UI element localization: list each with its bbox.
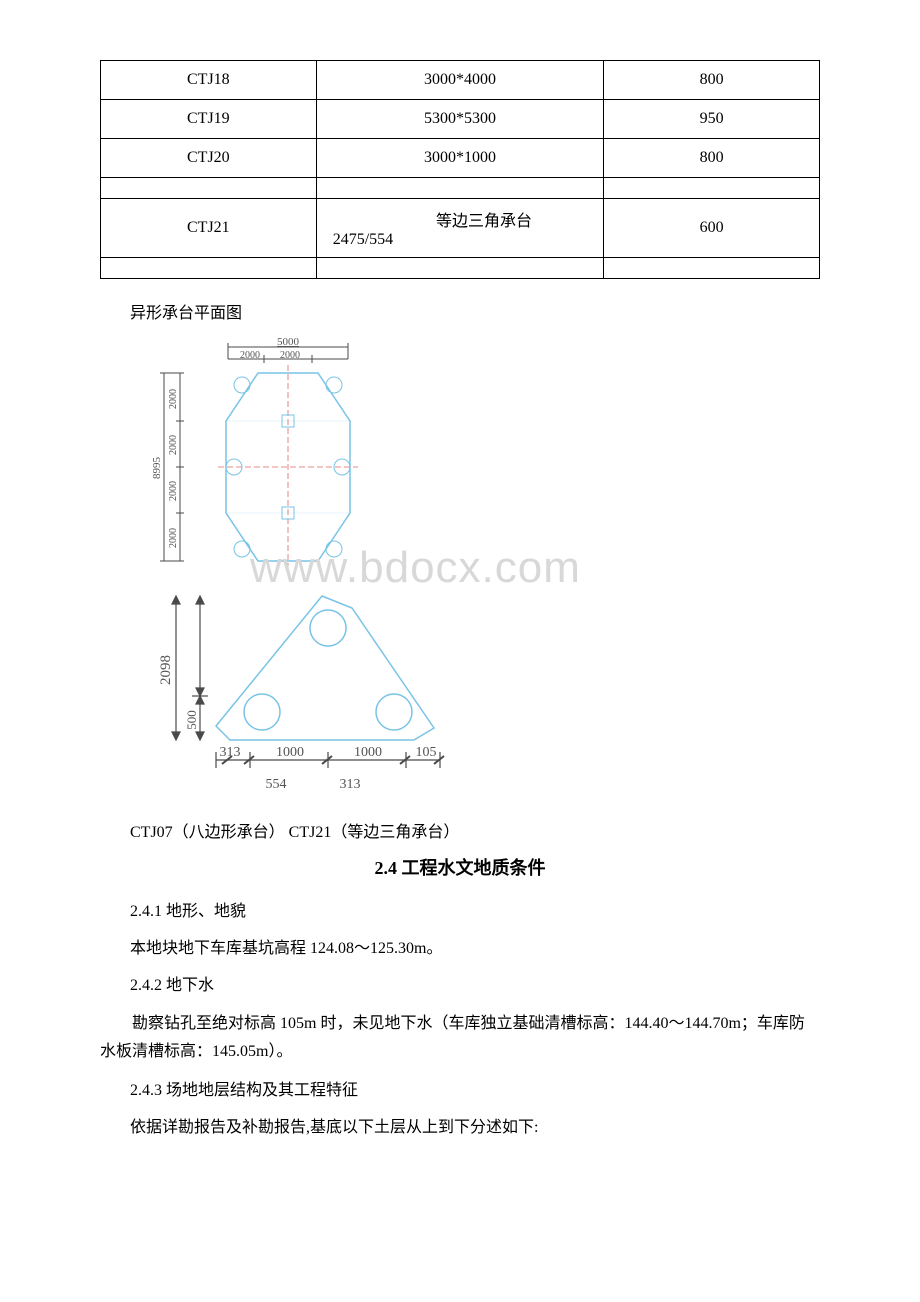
cell-val: 950 [604,100,820,139]
dim-label: 313 [220,745,241,760]
dim-label: 500 [184,710,199,730]
dim-label: 1000 [276,745,304,760]
table-row [101,178,820,199]
cell-code: CTJ18 [101,61,317,100]
cell-dim: 5300*5300 [316,100,604,139]
figure-caption-legend: CTJ07（八边形承台） CTJ21（等边三角承台） [130,818,820,842]
subsection-heading: 2.4.3 场地地层结构及其工程特征 [130,1077,820,1104]
cell-val [604,178,820,199]
pile-circle [376,694,412,730]
cell-dim [316,178,604,199]
cell-val: 600 [604,199,820,258]
pile-circle [326,541,342,557]
dim-label: 8995 [151,457,163,480]
dim-label: 2000 [168,528,179,548]
dim-label: 2000 [168,389,179,409]
pile-circle [234,377,250,393]
dim-label: 313 [340,777,361,792]
dim-label: 1000 [354,745,382,760]
cell-code: CTJ21 [101,199,317,258]
dim-label: 2000 [240,350,260,361]
diagram-container: www.bdocx.com 5000 2000 2000 [120,333,820,808]
cell-code [101,258,317,279]
cell-dim: 等边三角承台 2475/554 [316,199,604,258]
cell-dim [316,258,604,279]
pile-circle [244,694,280,730]
pile-circle [234,541,250,557]
pile-circle [326,377,342,393]
table-row [101,258,820,279]
dim-label: 105 [416,745,437,760]
triangle-shape [216,596,434,740]
triangle-diagram: 2098 500 313 1000 1000 105 554 313 [140,578,470,808]
cell-code [101,178,317,199]
cell-val: 800 [604,139,820,178]
dim-label: 2000 [280,350,300,361]
table-row: CTJ19 5300*5300 950 [101,100,820,139]
octagon-diagram: 5000 2000 2000 8995 2000 2000 2000 2000 [140,333,400,578]
dim-label: 2000 [168,481,179,501]
cell-dim: 3000*4000 [316,61,604,100]
body-text: 依据详勘报告及补勘报告,基底以下土层从上到下分述如下: [130,1114,820,1141]
cell-code: CTJ20 [101,139,317,178]
dim-label: 2098 [158,655,174,685]
cell-val [604,258,820,279]
body-text: 勘察钻孔至绝对标高 105m 时，未见地下水（车库独立基础清槽标高：144.40… [100,1010,820,1068]
cell-dim-line2: 2475/554 [317,231,604,249]
section-heading: 2.4 工程水文地质条件 [100,854,820,880]
subsection-heading: 2.4.1 地形、地貌 [130,898,820,925]
subsection-heading: 2.4.2 地下水 [130,972,820,999]
table-row: CTJ21 等边三角承台 2475/554 600 [101,199,820,258]
cell-dim: 3000*1000 [316,139,604,178]
figure-caption: 异形承台平面图 [130,299,820,323]
dim-label: 5000 [277,336,300,348]
cell-code: CTJ19 [101,100,317,139]
cell-dim-line1: 等边三角承台 [317,207,604,231]
body-text: 本地块地下车库基坑高程 124.08～125.30m。 [130,935,820,962]
pile-circle [310,610,346,646]
dim-label: 2000 [168,435,179,455]
pile-cap-table: CTJ18 3000*4000 800 CTJ19 5300*5300 950 … [100,60,820,279]
table-row: CTJ18 3000*4000 800 [101,61,820,100]
cell-val: 800 [604,61,820,100]
dim-label: 554 [266,777,287,792]
table-row: CTJ20 3000*1000 800 [101,139,820,178]
